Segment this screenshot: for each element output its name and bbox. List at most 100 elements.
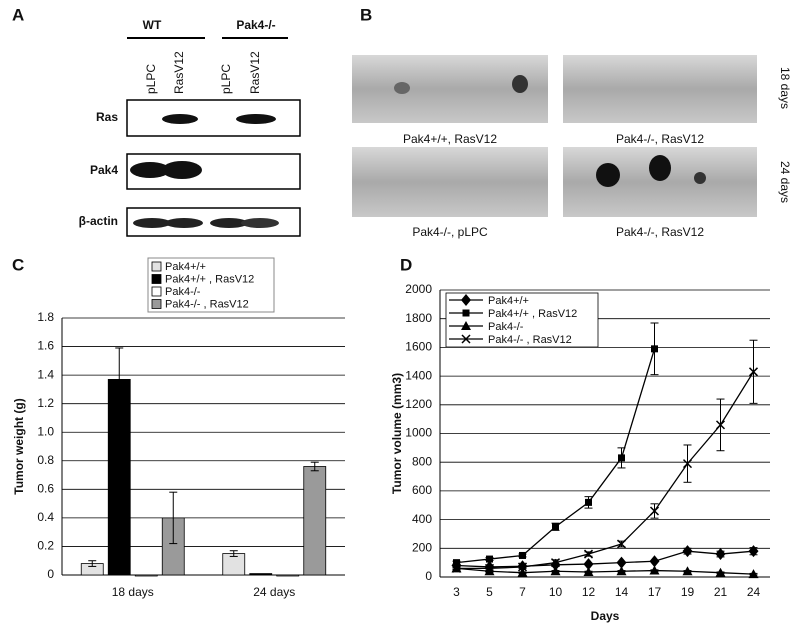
photo [352,147,548,217]
legend-marker [462,309,470,317]
y-tick-label: 800 [412,454,432,468]
band [162,114,198,124]
band [210,218,248,228]
tumor [694,172,706,184]
y-tick-label: 0.6 [37,482,54,496]
marker [651,345,658,353]
y-tick-label: 0.8 [37,453,54,467]
panel-label: C [12,255,24,274]
marker [748,367,759,377]
x-tick-label: 5 [486,585,493,599]
x-tick-label: 14 [615,585,629,599]
x-tick-label: 3 [453,585,460,599]
y-tick-label: 0 [425,569,432,583]
y-tick-label: 1.4 [37,367,54,381]
photo-caption: Pak4-/-, pLPC [412,225,488,239]
x-tick-label: 24 [747,585,761,599]
time-label: 24 days [778,161,792,203]
bar [303,466,327,576]
row-label: Ras [96,110,118,124]
y-tick-label: 2000 [405,282,432,296]
band [241,218,279,228]
series-line [456,550,754,568]
y-tick-label: 1600 [405,340,432,354]
lane-label: RasV12 [172,51,186,94]
marker [649,565,660,575]
marker [484,563,495,573]
lane-label: pLPC [144,64,158,94]
y-tick-label: 0 [47,567,54,581]
y-tick-label: 0.2 [37,539,54,553]
time-label: 18 days [778,67,792,109]
legend-swatch [151,261,162,272]
legend-marker [461,321,471,330]
x-tick-label: 24 days [253,585,295,599]
bar [276,574,300,577]
y-tick-label: 1.8 [37,310,54,324]
y-tick-label: 1.0 [37,424,54,438]
marker [517,562,528,572]
y-tick-label: 200 [412,540,432,554]
legend-box [445,292,599,348]
legend-label: Pak4+/+ , RasV12 [165,273,254,285]
marker [486,555,493,563]
tumor [512,75,528,93]
bar [249,573,273,576]
marker [715,567,726,577]
lane-label: pLPC [219,64,233,94]
y-tick-label: 1400 [405,368,432,382]
y-tick-label: 1.6 [37,339,54,353]
marker [649,506,660,516]
marker [682,545,693,558]
band [162,161,202,179]
row-label: Pak4 [90,163,118,177]
marker [616,539,627,549]
photo-caption: Pak4+/+, RasV12 [403,132,497,146]
y-axis-label: Tumor volume (mm3) [390,373,404,494]
y-tick-label: 1000 [405,426,432,440]
marker [748,569,759,579]
group-label: WT [143,18,162,32]
legend-swatch [151,286,162,297]
y-tick-label: 0.4 [37,510,54,524]
panel-label: A [12,5,24,24]
panel-label: D [400,255,412,274]
x-tick-label: 12 [582,585,596,599]
marker [583,566,594,576]
marker [550,558,561,568]
x-axis-label: Days [591,609,620,623]
y-tick-label: 600 [412,483,432,497]
band [236,114,276,124]
y-axis-label: Tumor weight (g) [12,398,26,494]
x-tick-label: 19 [681,585,695,599]
row-label: β-actin [79,214,118,228]
legend-marker [461,334,471,344]
marker [453,559,460,567]
marker [550,566,561,576]
marker [585,498,592,506]
panel-label: B [360,5,372,24]
marker [682,459,693,469]
photo [563,55,757,123]
legend-box [147,257,275,313]
legend-label: Pak4+/+ [165,261,206,273]
legend-swatch [151,274,162,284]
marker [682,566,693,576]
photo-caption: Pak4-/-, RasV12 [616,225,704,239]
x-tick-label: 17 [648,585,662,599]
band [133,218,171,228]
x-tick-label: 10 [549,585,563,599]
legend-marker [461,294,471,306]
legend-swatch [151,299,162,309]
legend-label: Pak4+/+ , RasV12 [488,308,577,320]
band [130,162,170,178]
y-tick-label: 1200 [405,397,432,411]
group-label: Pak4-/- [236,18,275,32]
bar [134,574,158,577]
tumor [649,155,671,181]
marker [715,548,726,561]
legend-label: Pak4-/- , RasV12 [488,334,572,346]
lane-label: RasV12 [248,51,262,94]
band [165,218,203,228]
